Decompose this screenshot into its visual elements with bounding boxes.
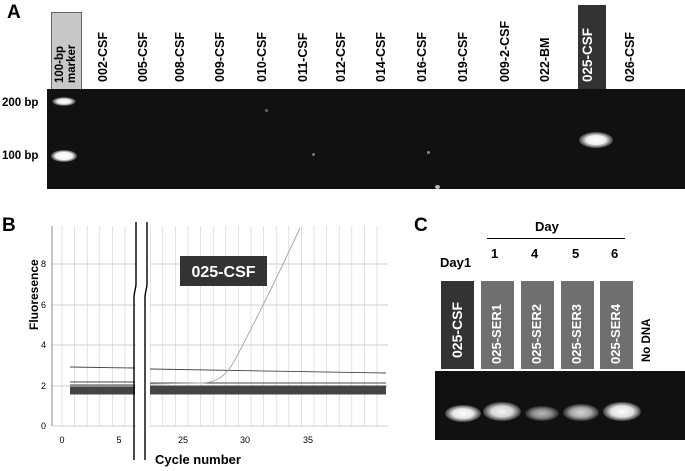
lane-box-c bbox=[481, 281, 514, 369]
band-025-ser1 bbox=[483, 402, 521, 421]
lane-box-c bbox=[441, 281, 474, 369]
lane-label: 005-CSF bbox=[136, 31, 150, 82]
lane-label: 012-CSF bbox=[334, 31, 348, 82]
sample-band-025-csf bbox=[579, 132, 613, 148]
lane-label-c: 025-CSF bbox=[449, 301, 465, 358]
lane-label: 008-CSF bbox=[173, 31, 187, 82]
size-label-200: 200 bp bbox=[2, 97, 39, 109]
day-number: 5 bbox=[572, 246, 580, 261]
panel-b-letter: B bbox=[2, 215, 16, 236]
lane-label-c: 025-SER1 bbox=[489, 304, 504, 364]
band-025-csf bbox=[445, 405, 481, 422]
panel-c-letter: C bbox=[414, 215, 428, 236]
gel-speck bbox=[435, 185, 440, 189]
marker-band-100 bbox=[51, 150, 77, 162]
marker-label-line2: marker bbox=[66, 44, 78, 83]
plot-grid bbox=[52, 263, 388, 427]
day-number: 4 bbox=[531, 246, 539, 261]
y-tick-label: 6 bbox=[41, 300, 46, 310]
gel-speck bbox=[312, 153, 315, 156]
lane-label-c: 025-SER2 bbox=[529, 304, 544, 364]
axis-break-right bbox=[144, 222, 148, 460]
day-number: 1 bbox=[491, 246, 499, 261]
x-tick-label: 30 bbox=[240, 435, 250, 445]
panel-a-letter: A bbox=[7, 2, 21, 23]
y-tick-label: 2 bbox=[41, 381, 46, 391]
y-tick-label: 4 bbox=[41, 340, 46, 350]
day-header: Day bbox=[535, 219, 559, 234]
baseline-curves bbox=[69, 366, 387, 395]
band-025-ser3 bbox=[563, 404, 599, 421]
lane-label: 025-CSF bbox=[580, 27, 595, 82]
y-ticks: 0 2 4 6 8 bbox=[41, 259, 46, 431]
lane-highlight-025-csf bbox=[578, 5, 606, 89]
lane-label: 009-CSF bbox=[213, 31, 227, 82]
x-tick-label: 35 bbox=[303, 435, 313, 445]
band-025-ser4 bbox=[603, 402, 641, 421]
no-dna-label: No DNA bbox=[641, 318, 653, 362]
badge-025-csf: 025-CSF bbox=[191, 264, 255, 281]
lane-label: 016-CSF bbox=[415, 31, 429, 82]
lane-label: 019-CSF bbox=[456, 31, 470, 82]
panel-b-xlabel: Cycle number bbox=[155, 452, 241, 467]
axis-break-left bbox=[133, 222, 137, 460]
lane-label-c: 025-SER4 bbox=[608, 304, 623, 364]
size-label-100: 100 bp bbox=[2, 150, 39, 162]
day1-label: Day1 bbox=[440, 255, 472, 270]
x-ticks: 0 5 25 30 35 bbox=[59, 435, 313, 445]
lane-box-c bbox=[600, 281, 633, 369]
x-tick-label: 0 bbox=[59, 435, 64, 445]
lane-label: 009-2-CSF bbox=[498, 20, 512, 82]
badge-025-csf-box bbox=[180, 256, 267, 286]
day-header-line bbox=[487, 238, 625, 239]
lane-label: 026-CSF bbox=[623, 31, 637, 82]
marker-label: 100-bp marker bbox=[54, 45, 78, 83]
band-025-ser2 bbox=[525, 406, 559, 421]
y-tick-label: 8 bbox=[41, 259, 46, 269]
axis-break-mask bbox=[136, 222, 150, 432]
lane-label: 011-CSF bbox=[296, 32, 310, 82]
lane-box-c bbox=[521, 281, 554, 369]
lane-label: 010-CSF bbox=[255, 31, 269, 82]
marker-band-200 bbox=[52, 97, 76, 106]
gel-speck bbox=[265, 109, 268, 112]
lane-label: 022-BM bbox=[538, 37, 552, 82]
marker-label-line1: 100-bp bbox=[54, 45, 66, 83]
lane-label: 002-CSF bbox=[96, 31, 110, 82]
amplification-plot: 0 2 4 6 8 0 5 25 30 35 025-CSF bbox=[41, 222, 388, 460]
amplification-curve-025-csf bbox=[149, 227, 301, 385]
lane-label: 014-CSF bbox=[374, 31, 388, 82]
day-number: 6 bbox=[611, 246, 619, 261]
gel-c bbox=[435, 371, 685, 440]
gel-speck bbox=[427, 151, 430, 154]
y-tick-label: 0 bbox=[41, 421, 46, 431]
x-tick-label: 25 bbox=[178, 435, 188, 445]
gel-a bbox=[47, 89, 685, 189]
lane-box-c bbox=[561, 281, 594, 369]
lane-label-c: 025-SER3 bbox=[569, 304, 584, 364]
x-tick-label: 5 bbox=[116, 435, 121, 445]
marker-label-box: 100-bp marker bbox=[51, 12, 82, 90]
